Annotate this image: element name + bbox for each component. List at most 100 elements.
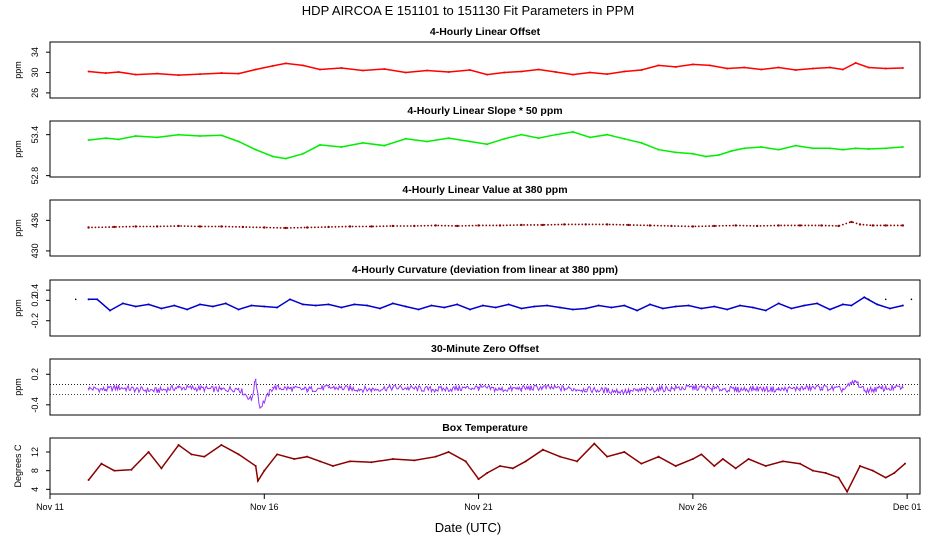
data-point: [661, 307, 664, 310]
data-point: [636, 224, 639, 227]
data-point: [334, 225, 337, 228]
data-point: [276, 453, 279, 456]
panel-title: 4-Hourly Curvature (deviation from linea…: [352, 264, 618, 276]
data-point: [663, 224, 666, 227]
data-point: [263, 226, 266, 229]
data-point: [648, 224, 652, 227]
data-point: [156, 389, 158, 392]
data-point: [379, 225, 381, 228]
data-point: [279, 226, 282, 229]
data-point: [901, 145, 904, 148]
data-point: [271, 155, 274, 158]
x-tick-label: Dec 01: [893, 502, 922, 512]
data-point: [469, 140, 471, 143]
data-point: [619, 223, 621, 226]
data-point: [760, 68, 763, 71]
data-point: [289, 298, 291, 301]
data-point: [867, 66, 870, 69]
data-point: [423, 224, 426, 227]
data-point: [759, 224, 762, 227]
data-point: [220, 225, 223, 228]
data-point: [224, 225, 227, 228]
data-point: [829, 147, 831, 150]
data-series-line: [88, 442, 906, 494]
data-point: [265, 226, 268, 229]
data-point: [238, 226, 241, 228]
data-point: [375, 225, 378, 228]
data-point: [505, 224, 508, 227]
data-point: [413, 459, 416, 462]
data-point: [850, 220, 853, 224]
data-point: [855, 222, 858, 225]
data-point: [301, 64, 304, 67]
data-point: [550, 223, 553, 226]
data-point: [177, 224, 180, 228]
data-point: [828, 224, 831, 227]
data-point: [289, 387, 291, 390]
data-point: [272, 226, 275, 229]
data-point: [764, 465, 767, 467]
data-point: [231, 225, 234, 228]
data-point: [132, 225, 135, 228]
data-point: [871, 224, 875, 227]
data-point: [581, 223, 584, 226]
data-point: [250, 398, 253, 401]
data-point: [814, 224, 817, 227]
data-point: [800, 224, 803, 227]
data-point: [886, 224, 889, 227]
data-point: [598, 223, 601, 226]
data-point: [177, 133, 180, 136]
data-point: [687, 225, 690, 228]
data-point: [623, 451, 626, 453]
data-point: [420, 224, 423, 227]
data-point: [841, 68, 844, 71]
data-point: [145, 225, 148, 228]
data-point: [199, 303, 201, 306]
y-tick-label: 26: [30, 88, 40, 98]
data-point: [237, 308, 240, 311]
data-point: [854, 380, 857, 383]
data-point: [739, 304, 741, 307]
data-point: [113, 469, 116, 472]
data-point: [629, 224, 632, 226]
data-point: [263, 469, 266, 472]
data-point: [546, 304, 549, 307]
data-point: [481, 224, 484, 227]
data-point: [799, 387, 801, 390]
data-point: [656, 224, 659, 227]
data-point: [301, 303, 304, 306]
data-point: [241, 225, 245, 229]
data-point: [469, 308, 471, 311]
data-point: [152, 225, 155, 228]
data-point: [370, 388, 373, 391]
data-point: [674, 305, 677, 308]
data-point: [177, 74, 180, 77]
data-point: [382, 225, 385, 228]
data-point: [854, 147, 857, 150]
data-point: [370, 461, 373, 464]
panel-frame: [49, 120, 921, 178]
data-point: [156, 72, 159, 75]
data-point: [94, 226, 97, 229]
data-point: [104, 388, 107, 391]
data-point: [237, 453, 240, 456]
data-point: [87, 226, 90, 229]
data-point: [511, 467, 514, 470]
data-point: [799, 462, 801, 465]
data-point: [203, 455, 206, 458]
data-point: [524, 460, 527, 463]
data-point: [477, 224, 480, 227]
data-point: [867, 148, 870, 150]
data-point: [319, 68, 321, 71]
data-point: [820, 386, 823, 389]
data-point: [430, 224, 433, 227]
data-point: [254, 378, 257, 381]
data-point: [512, 224, 515, 227]
data-point: [426, 69, 429, 72]
data-point: [252, 226, 255, 229]
data-point: [121, 302, 124, 305]
y-tick-label: 436: [30, 213, 40, 228]
data-point: [134, 225, 137, 228]
data-point: [537, 68, 540, 71]
data-point: [340, 66, 343, 69]
